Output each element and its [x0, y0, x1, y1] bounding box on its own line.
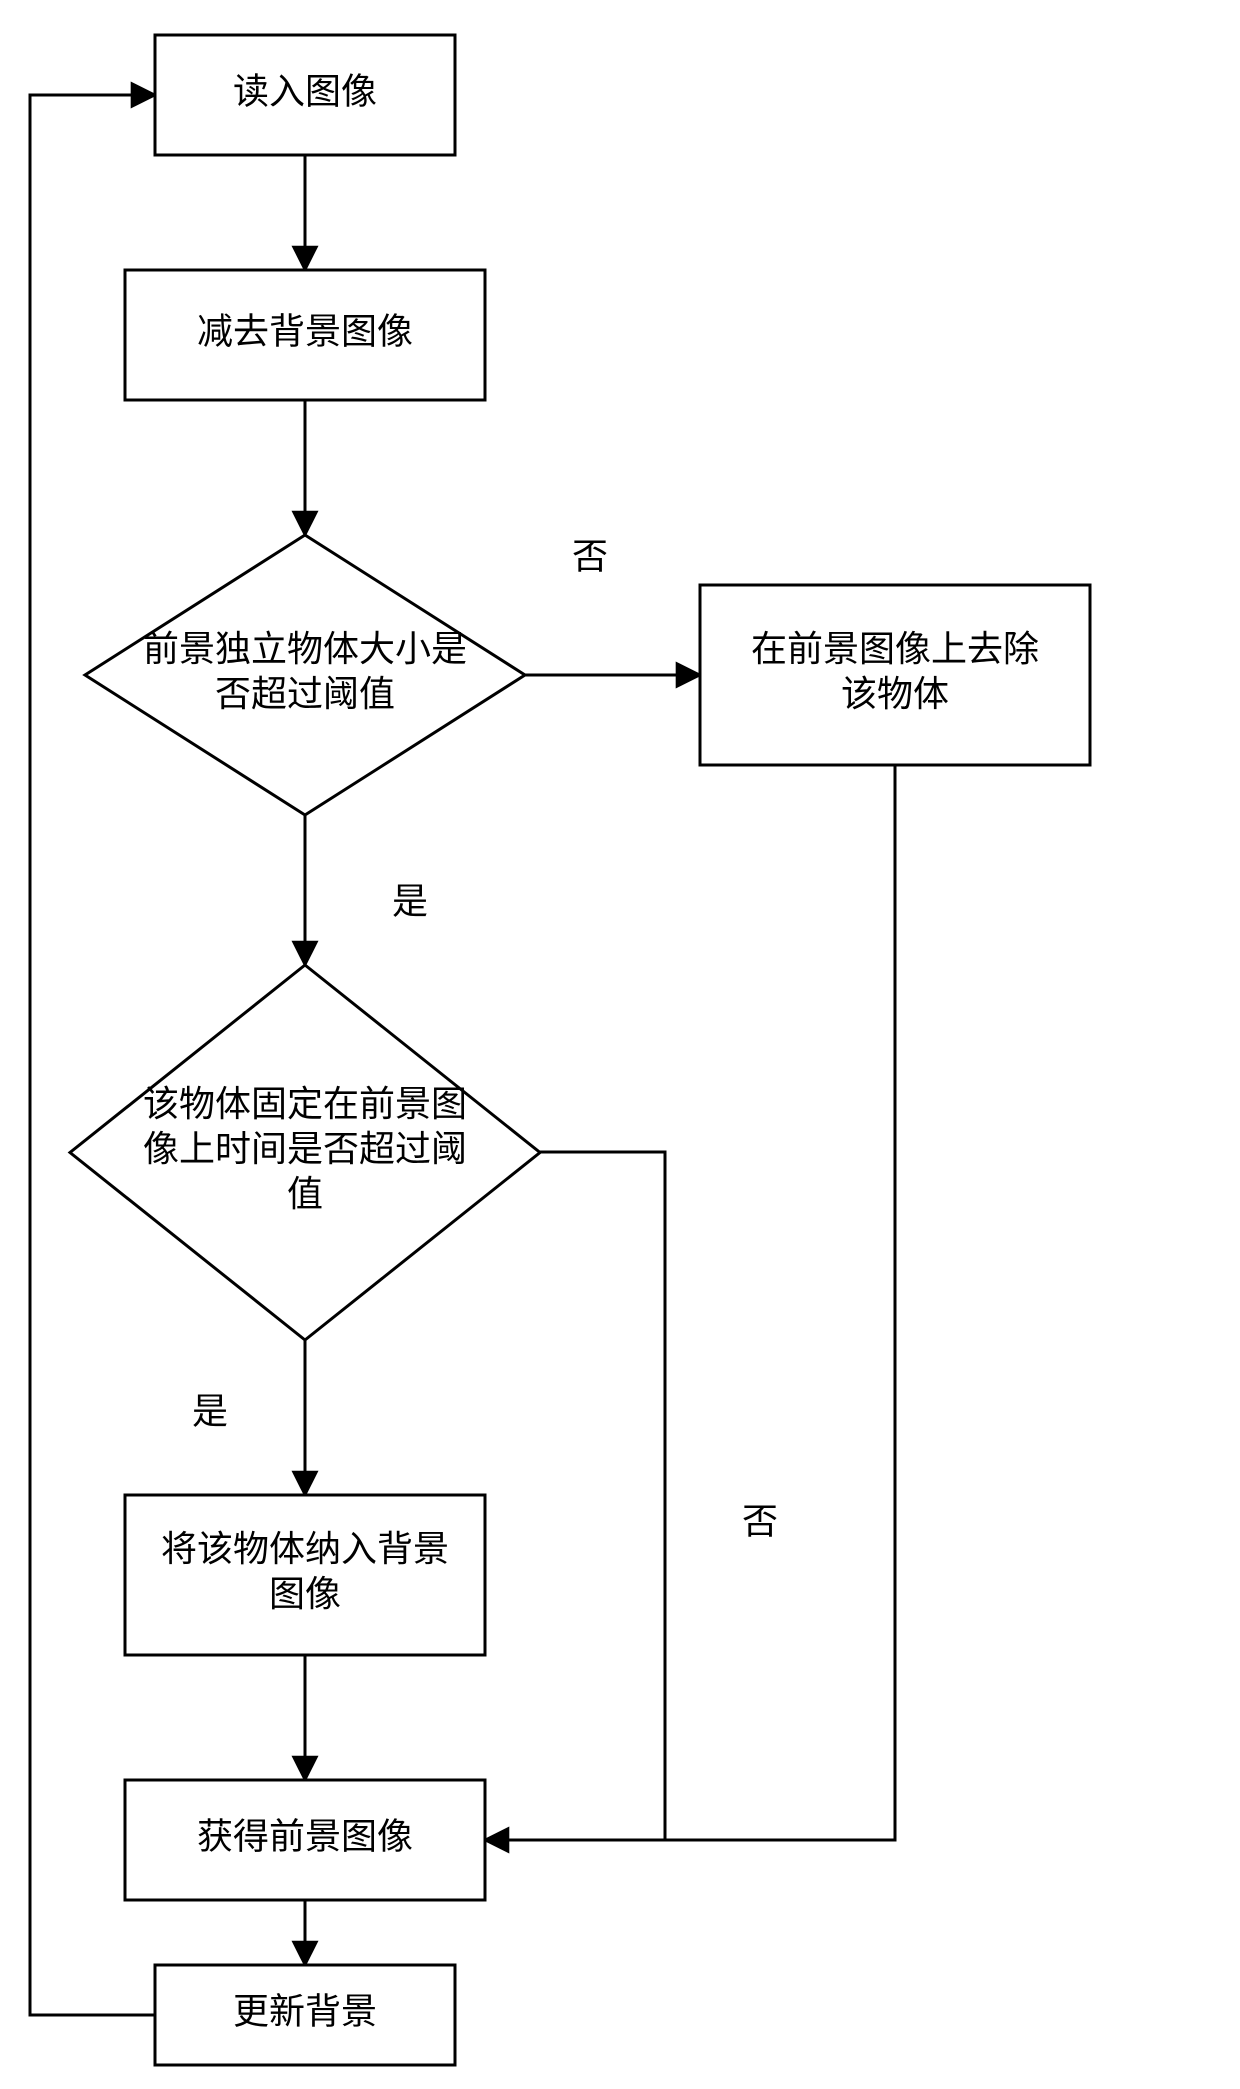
node-n7: 获得前景图像: [125, 1780, 485, 1900]
edge-label-n5-n7: 否: [742, 1501, 778, 1541]
node-n2-text-0: 减去背景图像: [197, 311, 413, 351]
edge-label-n3-n5: 是: [392, 881, 428, 921]
node-n5-text-2: 值: [287, 1174, 323, 1214]
edge-label-n3-n4: 否: [572, 536, 608, 576]
node-n5-text-1: 像上时间是否超过阈: [143, 1129, 467, 1169]
node-n5-text-0: 该物体固定在前景图: [143, 1084, 467, 1124]
flowchart-diagram: 否是是否读入图像减去背景图像前景独立物体大小是否超过阈值在前景图像上去除该物体该…: [0, 0, 1240, 2089]
node-n3-text-0: 前景独立物体大小是: [143, 629, 467, 669]
edge-n4-n7: [485, 765, 895, 1840]
node-n1: 读入图像: [155, 35, 455, 155]
node-n3-text-1: 否超过阈值: [215, 674, 395, 714]
edge-label-n5-n6: 是: [192, 1391, 228, 1431]
node-n4-text-1: 该物体: [841, 674, 949, 714]
node-n4: 在前景图像上去除该物体: [700, 585, 1090, 765]
node-n7-text-0: 获得前景图像: [197, 1816, 413, 1856]
node-n6-text-0: 将该物体纳入背景: [161, 1529, 449, 1569]
node-n6: 将该物体纳入背景图像: [125, 1495, 485, 1655]
node-n8-text-0: 更新背景: [233, 1991, 377, 2031]
node-n4-text-0: 在前景图像上去除: [751, 629, 1039, 669]
node-n1-text-0: 读入图像: [233, 71, 377, 111]
node-n8: 更新背景: [155, 1965, 455, 2065]
edge-n5-n7: [485, 1152, 665, 1840]
node-n6-text-1: 图像: [269, 1574, 341, 1614]
node-n3: 前景独立物体大小是否超过阈值: [85, 535, 525, 815]
node-n5: 该物体固定在前景图像上时间是否超过阈值: [70, 965, 540, 1340]
node-n2: 减去背景图像: [125, 270, 485, 400]
